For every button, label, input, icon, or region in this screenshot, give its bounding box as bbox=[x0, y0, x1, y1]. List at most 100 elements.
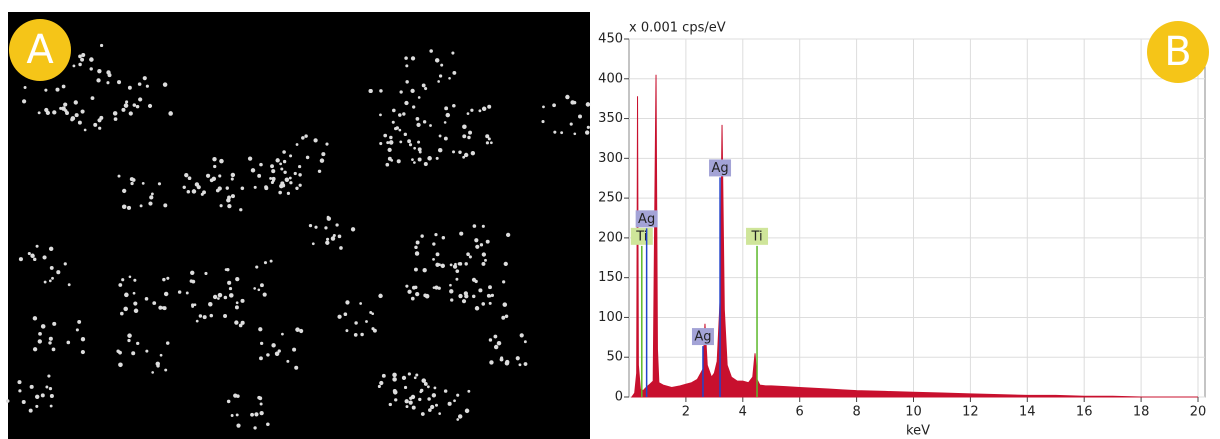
map-dot bbox=[455, 277, 459, 281]
map-dot bbox=[66, 340, 71, 345]
map-dot bbox=[317, 169, 322, 174]
map-dot bbox=[67, 283, 71, 287]
map-dot bbox=[240, 320, 245, 325]
map-dot bbox=[463, 291, 468, 296]
map-dot bbox=[118, 362, 123, 368]
map-dot bbox=[457, 414, 463, 419]
map-dot bbox=[421, 83, 426, 88]
map-dot bbox=[410, 394, 416, 400]
map-dot bbox=[51, 347, 56, 352]
map-dot bbox=[80, 350, 85, 355]
map-dot bbox=[164, 368, 168, 372]
map-dot bbox=[337, 234, 342, 239]
x-tick-label: 2 bbox=[682, 405, 690, 420]
map-dot bbox=[324, 226, 328, 230]
map-dot bbox=[481, 106, 487, 111]
map-dot bbox=[301, 136, 305, 140]
map-dot bbox=[191, 189, 197, 194]
map-dot bbox=[504, 361, 510, 366]
map-dot bbox=[438, 134, 442, 138]
map-dot bbox=[415, 292, 420, 297]
map-dot bbox=[414, 251, 420, 256]
map-dot bbox=[326, 215, 330, 219]
x-tick-label: 20 bbox=[1190, 405, 1207, 420]
map-dot bbox=[151, 192, 154, 196]
map-dot bbox=[474, 238, 479, 243]
y-tick-label: 450 bbox=[598, 32, 623, 47]
map-dot bbox=[186, 189, 191, 194]
y-unit-label: x 0.001 cps/eV bbox=[629, 21, 726, 36]
map-dot bbox=[77, 120, 82, 125]
map-dot bbox=[417, 140, 421, 144]
map-dot bbox=[163, 203, 168, 208]
map-dot bbox=[5, 399, 10, 403]
map-dot bbox=[250, 412, 254, 417]
map-dot bbox=[227, 204, 232, 209]
map-dot bbox=[27, 251, 31, 256]
map-dot bbox=[481, 302, 486, 306]
map-dot bbox=[262, 292, 267, 297]
map-dot bbox=[584, 130, 590, 135]
map-dot bbox=[570, 100, 575, 105]
plot-area bbox=[628, 38, 1206, 398]
map-dot bbox=[464, 408, 470, 414]
map-dot bbox=[354, 321, 358, 325]
map-dot bbox=[452, 264, 458, 269]
map-dot bbox=[458, 293, 463, 299]
map-dot bbox=[484, 258, 487, 262]
map-dot bbox=[389, 140, 394, 145]
map-dot bbox=[416, 122, 421, 127]
y-tick-label: 100 bbox=[598, 310, 623, 325]
map-dot bbox=[126, 205, 132, 210]
map-dot bbox=[420, 412, 425, 416]
map-dot bbox=[209, 178, 214, 183]
map-dot bbox=[403, 132, 408, 137]
map-dot bbox=[405, 405, 409, 409]
map-dot bbox=[407, 289, 412, 294]
map-dot bbox=[47, 374, 51, 378]
map-dot bbox=[90, 96, 95, 101]
map-dot bbox=[35, 244, 39, 248]
map-dot bbox=[257, 395, 261, 400]
map-dot bbox=[488, 301, 492, 305]
map-dot bbox=[212, 294, 218, 300]
map-dot bbox=[444, 106, 449, 111]
map-dot bbox=[339, 246, 343, 250]
map-dot bbox=[117, 80, 122, 85]
map-dot bbox=[459, 231, 464, 236]
map-dot bbox=[48, 246, 54, 252]
map-dot bbox=[18, 257, 23, 262]
map-dot bbox=[75, 328, 79, 332]
map-dot bbox=[279, 162, 283, 166]
map-dot bbox=[74, 113, 79, 118]
map-dot bbox=[48, 386, 53, 391]
element-label: Ti bbox=[635, 229, 647, 244]
x-tick-label: 6 bbox=[796, 405, 804, 420]
map-dot bbox=[311, 242, 315, 246]
spectrum: 0 50 100 150 200 250 300 350 400 450 2 4 6 8 10 12 14 16 1… bbox=[598, 32, 1206, 420]
map-dot bbox=[113, 117, 118, 121]
map-dot bbox=[298, 183, 302, 187]
map-dot bbox=[490, 293, 494, 298]
map-dot bbox=[445, 112, 451, 118]
map-dot bbox=[107, 73, 112, 78]
map-dot bbox=[585, 102, 591, 107]
map-dot bbox=[23, 85, 27, 89]
map-dot bbox=[117, 174, 121, 178]
y-tick-label: 350 bbox=[598, 111, 623, 126]
map-dot bbox=[282, 159, 287, 164]
map-dot bbox=[189, 279, 193, 283]
map-dot bbox=[462, 124, 467, 130]
map-dot bbox=[37, 111, 41, 115]
map-dot bbox=[388, 402, 392, 407]
map-dot bbox=[478, 109, 482, 113]
map-dot bbox=[165, 341, 170, 345]
x-tick-label: 16 bbox=[1076, 405, 1093, 420]
map-dot bbox=[541, 120, 545, 124]
map-dot bbox=[407, 139, 412, 144]
map-dot bbox=[417, 96, 421, 99]
map-dot bbox=[392, 372, 397, 378]
map-dot bbox=[226, 198, 231, 203]
map-dot bbox=[392, 389, 397, 393]
